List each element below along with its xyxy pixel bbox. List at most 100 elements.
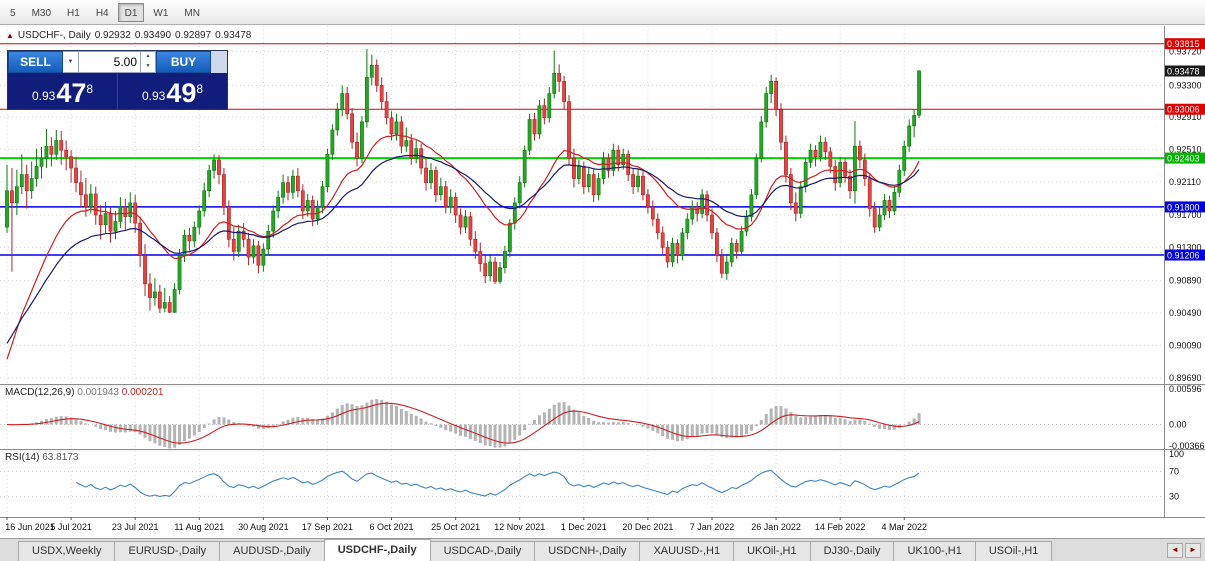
ask-price-big: 49 (166, 78, 197, 108)
price-tag-0.91800: 0.91800 (1165, 201, 1205, 213)
symbol-tab-usoil-h1[interactable]: USOil-,H1 (974, 541, 1053, 561)
svg-text:0.92910: 0.92910 (1169, 112, 1202, 122)
price-tag-0.92403: 0.92403 (1165, 152, 1205, 164)
svg-text:0.91800: 0.91800 (1167, 202, 1200, 212)
chart-title: USDCHF-, Daily (17, 30, 91, 41)
svg-text:100: 100 (1169, 449, 1184, 459)
rsi-value: 63.8173 (42, 452, 79, 463)
svg-text:-0.00366: -0.00366 (1169, 441, 1205, 451)
svg-text:0.91206: 0.91206 (1167, 251, 1200, 261)
symbol-tab-eurusd-daily[interactable]: EURUSD-,Daily (114, 541, 221, 561)
bid-price-small: 0.93 (31, 89, 56, 103)
svg-text:30: 30 (1169, 491, 1179, 501)
svg-text:0.00: 0.00 (1169, 420, 1187, 430)
symbol-tab-xauusd-h1[interactable]: XAUUSD-,H1 (639, 541, 735, 561)
timeframe-button-H4[interactable]: H4 (89, 3, 116, 22)
svg-text:0.90890: 0.90890 (1169, 276, 1202, 286)
svg-text:0.92510: 0.92510 (1169, 144, 1202, 154)
macd-name: MACD(12,26,9) (5, 387, 75, 398)
svg-text:0.89690: 0.89690 (1169, 373, 1202, 383)
moving-average-20 (6, 134, 920, 360)
rsi-panel (0, 469, 1164, 498)
ohlc-low: 0.92897 (175, 30, 212, 41)
rsi-name: RSI(14) (5, 452, 40, 463)
price-tag-current: 0.93478 (1165, 65, 1205, 77)
symbol-tab-usdx-weekly[interactable]: USDX,Weekly (18, 541, 116, 561)
svg-text:0.91300: 0.91300 (1169, 242, 1202, 252)
timeframe-button-H1[interactable]: H1 (60, 3, 87, 22)
ask-price-small: 0.93 (141, 89, 166, 103)
svg-text:11 Aug 2021: 11 Aug 2021 (174, 522, 224, 532)
macd-signal-value: 0.000201 (121, 387, 164, 398)
macd-label: MACD(12,26,9) 0.001943 0.000201 (5, 387, 163, 398)
timeframe-button-D1[interactable]: D1 (117, 2, 145, 22)
timeframe-button-M30[interactable]: M30 (25, 3, 58, 22)
rsi-label: RSI(14) 63.8173 (5, 452, 78, 463)
macd-panel (0, 399, 1164, 449)
timeframe-toolbar: 5 M30 H1 H4 D1 W1 MN (0, 0, 1205, 25)
tab-scroll-right-button[interactable]: ► (1185, 542, 1201, 558)
svg-text:20 Dec 2021: 20 Dec 2021 (622, 522, 673, 532)
svg-text:0.92403: 0.92403 (1167, 154, 1200, 164)
bid-price-sup: 8 (86, 82, 94, 96)
svg-text:14 Feb 2022: 14 Feb 2022 (815, 522, 866, 532)
moving-average-34 (6, 154, 920, 344)
volume-dropdown[interactable]: ▼ (63, 51, 79, 73)
chart-symbol-icon: ▲ (6, 31, 14, 40)
svg-text:0.90090: 0.90090 (1169, 340, 1202, 350)
svg-text:0.93478: 0.93478 (1167, 67, 1200, 77)
symbol-tab-audusd-daily[interactable]: AUDUSD-,Daily (219, 541, 325, 561)
chart-canvas[interactable]: 0.93720 0.93300 0.92910 0.92510 0.92110 0.917… (0, 26, 1205, 538)
symbol-tab-uk100-h1[interactable]: UK100-,H1 (893, 541, 976, 561)
svg-text:25 Oct 2021: 25 Oct 2021 (431, 522, 480, 532)
svg-text:5 Jul 2021: 5 Jul 2021 (50, 522, 92, 532)
symbol-tab-ukoil-h1[interactable]: UKOil-,H1 (733, 541, 811, 561)
ask-price[interactable]: 0.93 49 8 (118, 73, 227, 109)
svg-text:0.93815: 0.93815 (1167, 39, 1200, 49)
price-scale[interactable]: 0.93720 0.93300 0.92910 0.92510 0.92110 0.917… (1164, 26, 1205, 517)
timeframe-button-MN[interactable]: MN (177, 3, 207, 22)
svg-text:0.93006: 0.93006 (1167, 105, 1200, 115)
svg-text:0.93300: 0.93300 (1169, 80, 1202, 90)
svg-text:16 Jun 2021: 16 Jun 2021 (5, 522, 55, 532)
volume-down-button[interactable]: ▼ (145, 63, 151, 69)
sell-button[interactable]: SELL (8, 51, 63, 73)
buy-button[interactable]: BUY (156, 51, 211, 73)
svg-text:30 Aug 2021: 30 Aug 2021 (238, 522, 289, 532)
ohlc-close: 0.93478 (215, 30, 252, 41)
timeframe-button-5[interactable]: 5 (3, 3, 23, 22)
price-tag-0.91206: 0.91206 (1165, 249, 1205, 261)
svg-text:12 Nov 2021: 12 Nov 2021 (494, 522, 545, 532)
ohlc-high: 0.93490 (134, 30, 172, 41)
one-click-trading-panel: SELL ▼ ▲ ▼ BUY 0.93 47 8 0.93 49 8 (7, 50, 228, 110)
horizontal-level-lines[interactable] (0, 43, 1164, 256)
svg-text:6 Oct 2021: 6 Oct 2021 (370, 522, 414, 532)
symbol-tab-usdcad-daily[interactable]: USDCAD-,Daily (429, 541, 536, 561)
svg-text:4 Mar 2022: 4 Mar 2022 (881, 522, 927, 532)
svg-text:0.90490: 0.90490 (1169, 308, 1202, 318)
volume-up-button[interactable]: ▲ (145, 53, 151, 59)
tab-scroll-left-button[interactable]: ◄ (1167, 542, 1183, 558)
tab-scroll-buttons: ◄ ► (1165, 539, 1205, 561)
candles-layer (5, 48, 921, 314)
volume-stepper: ▲ ▼ (141, 51, 156, 73)
bid-price-big: 47 (56, 78, 87, 108)
macd-signal-line (6, 402, 920, 444)
svg-text:7 Jan 2022: 7 Jan 2022 (690, 522, 735, 532)
svg-text:17 Sep 2021: 17 Sep 2021 (302, 522, 353, 532)
svg-text:1 Dec 2021: 1 Dec 2021 (561, 522, 607, 532)
timeframe-button-W1[interactable]: W1 (146, 3, 175, 22)
volume-input[interactable] (79, 51, 141, 73)
svg-text:70: 70 (1169, 467, 1179, 477)
symbol-tab-usdchf-daily[interactable]: USDCHF-,Daily (323, 539, 431, 561)
price-tag-0.93006: 0.93006 (1165, 103, 1205, 115)
rsi-line (75, 469, 920, 498)
bid-price[interactable]: 0.93 47 8 (8, 73, 118, 109)
ohlc-open: 0.92932 (94, 30, 131, 41)
svg-text:0.92110: 0.92110 (1169, 177, 1201, 187)
symbol-tab-dj30-daily[interactable]: DJ30-,Daily (809, 541, 895, 561)
symbol-tab-usdcnh-daily[interactable]: USDCNH-,Daily (534, 541, 641, 561)
price-tag-0.93815: 0.93815 (1165, 38, 1205, 50)
